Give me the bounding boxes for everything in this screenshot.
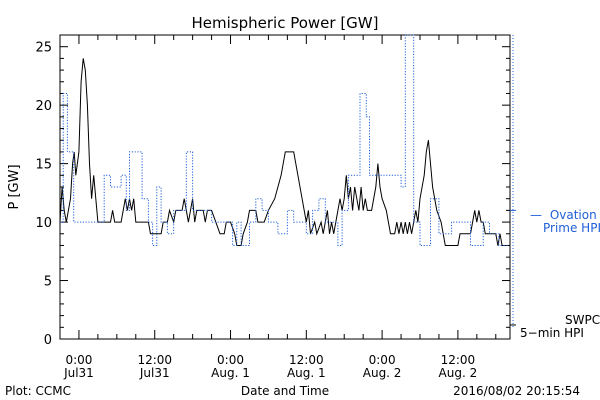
- y-tick-label: 25: [35, 41, 52, 56]
- x-tick-label-date: Aug. 2: [439, 366, 478, 380]
- legend-ovation-dash: —: [530, 208, 542, 222]
- plot-credit: Plot: CCMC: [5, 384, 71, 398]
- x-tick-label-date: Aug. 1: [287, 366, 326, 380]
- x-tick-label-time: 12:00: [137, 353, 172, 367]
- legend-swpc-line1: SWPC: [565, 313, 600, 327]
- x-tick-label-date: Aug. 2: [363, 366, 402, 380]
- x-tick-label-date: Jul31: [139, 366, 170, 380]
- x-tick-label-date: Jul31: [63, 366, 94, 380]
- y-axis-label: P [GW]: [7, 164, 22, 209]
- series-ovation-line: [60, 34, 509, 246]
- x-tick-label-time: 12:00: [441, 353, 476, 367]
- y-tick-label: 20: [35, 99, 52, 114]
- x-tick-label-date: Aug. 1: [211, 366, 250, 380]
- y-tick-label: 5: [44, 275, 52, 290]
- x-tick-label-time: 0:00: [65, 353, 92, 367]
- legend-ovation-label: — Ovation: [530, 208, 597, 222]
- plot-frame: [59, 34, 511, 340]
- series-swpc-line: [59, 58, 509, 246]
- x-axis-label: Date and Time: [241, 384, 329, 398]
- legend-swpc-line2: 5−min HPI: [520, 326, 584, 340]
- legend-ovation-line2: Prime HPI: [543, 221, 600, 235]
- axis-ticks: 0 5 10 15 20 25: [35, 34, 510, 348]
- y-tick-label: 0: [44, 333, 52, 348]
- x-tick-label-time: 12:00: [289, 353, 324, 367]
- series-layer: [59, 34, 516, 327]
- chart-title: Hemispheric Power [GW]: [192, 14, 379, 32]
- legend-swpc: SWPC 5−min HPI: [520, 313, 600, 340]
- legend-ovation-line1: Ovation: [550, 208, 597, 222]
- y-tick-label: 10: [35, 216, 52, 231]
- y-tick-label: 15: [35, 158, 52, 173]
- timestamp: 2016/08/02 20:15:54: [453, 384, 580, 398]
- x-tick-label-time: 0:00: [217, 353, 244, 367]
- legend-ovation: — Ovation Prime HPI: [530, 208, 600, 235]
- x-tick-label-time: 0:00: [369, 353, 396, 367]
